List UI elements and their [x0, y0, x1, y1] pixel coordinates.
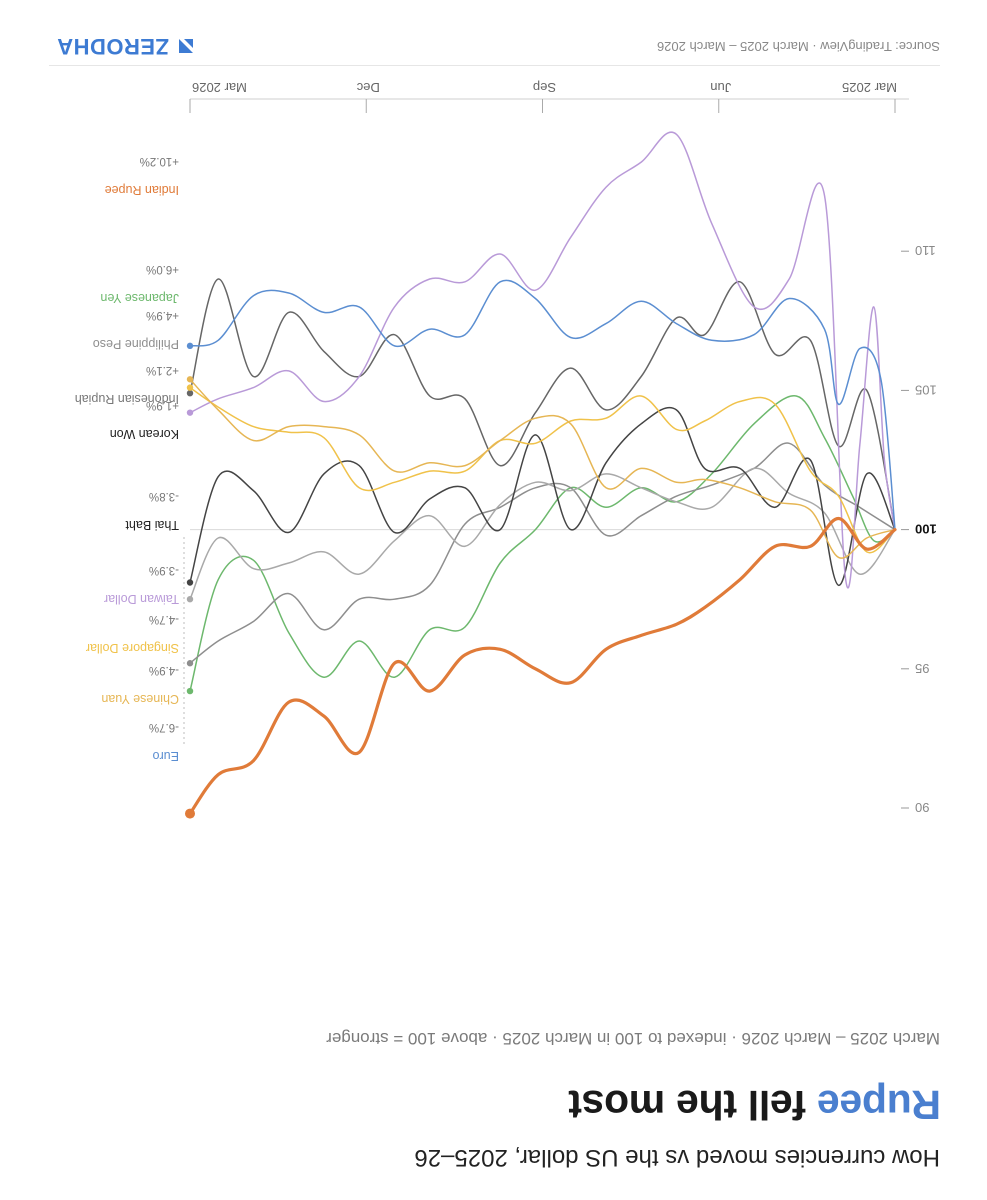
- series-end-marker-indian-rupee: [185, 808, 195, 819]
- series-end-marker-singapore-dollar: [186, 384, 194, 391]
- end-label-change-singapore-dollar: -4.7%: [149, 613, 179, 625]
- series-line-japanese-yen: [189, 395, 896, 692]
- y-tick-label: 90: [915, 800, 929, 815]
- series-end-marker-chinese-yuan: [186, 376, 194, 383]
- end-label-name-chinese-yuan: Chinese Yuan: [101, 692, 179, 706]
- end-label-change-indian-rupee: +10.2%: [140, 155, 179, 167]
- end-label-name-japanese-yen: Japanese Yen: [100, 291, 179, 305]
- y-tick-label: 105: [915, 382, 937, 397]
- end-label-change-taiwan-dollar: -3.9%: [149, 564, 179, 576]
- series-end-marker-philippine-peso: [186, 660, 194, 667]
- end-label-name-singapore-dollar: Singapore Dollar: [86, 641, 179, 655]
- end-label-name-korean-won: Korean Won: [110, 427, 179, 441]
- end-label-name-philippine-peso: Philippine Peso: [93, 337, 179, 351]
- x-tick-label: Jun: [710, 80, 731, 95]
- end-label-change-chinese-yuan: -4.9%: [149, 664, 179, 676]
- series-end-marker-korean-won: [186, 579, 194, 586]
- end-label-name-taiwan-dollar: Taiwan Dollar: [104, 592, 179, 606]
- end-label-name-indonesian-rupiah: Indonesian Rupiah: [75, 392, 179, 406]
- end-label-change-indonesian-rupiah: +2.1%: [146, 364, 179, 376]
- series-line-taiwan-dollar: [189, 131, 896, 589]
- series-line-chinese-yuan: [189, 378, 896, 559]
- end-label-change-euro: -6.7%: [149, 721, 179, 733]
- x-tick-label: Sep: [533, 80, 556, 95]
- x-tick-label: Mar 2025: [842, 80, 897, 95]
- series-end-marker-indonesian-rupiah: [186, 596, 194, 603]
- y-tick-label: 110: [915, 243, 936, 258]
- end-label-change-japanese-yen: +6.0%: [146, 263, 179, 275]
- y-tick-label: 95: [915, 661, 929, 676]
- y-tick-label: 100: [915, 522, 937, 537]
- x-tick-label: Mar 2026: [192, 80, 247, 95]
- series-line-indian-rupee: [188, 516, 897, 816]
- zerodha-logo-icon: [179, 39, 193, 53]
- footer-divider: [49, 65, 940, 66]
- series-line-euro: [189, 279, 896, 531]
- end-label-change-thai-baht: -3.8%: [149, 490, 179, 502]
- series-line-indonesian-rupiah: [189, 467, 896, 600]
- end-label-name-thai-baht: Thai Baht: [125, 518, 179, 532]
- series-line-philippine-peso: [189, 442, 896, 664]
- series-end-marker-euro: [186, 342, 194, 350]
- series-line-korean-won: [189, 406, 896, 587]
- series-end-marker-taiwan-dollar: [186, 409, 194, 416]
- brand-logo: ZERODHA: [57, 33, 195, 59]
- end-label-name-indian-rupee: Indian Rupee: [105, 183, 179, 197]
- end-label-name-euro: Euro: [153, 749, 179, 763]
- series-line-singapore-dollar: [189, 386, 896, 554]
- x-tick-label: Dec: [356, 80, 380, 95]
- source-note: Source: TradingView · March 2025 – March…: [656, 39, 940, 54]
- end-label-change-korean-won: +1.9%: [146, 399, 179, 411]
- end-label-change-philippine-peso: +4.9%: [146, 309, 179, 321]
- series-line-thai-baht: [189, 278, 896, 531]
- brand-name: ZERODHA: [56, 34, 169, 59]
- series-end-marker-thai-baht: [186, 389, 194, 397]
- series-end-marker-japanese-yen: [186, 687, 194, 695]
